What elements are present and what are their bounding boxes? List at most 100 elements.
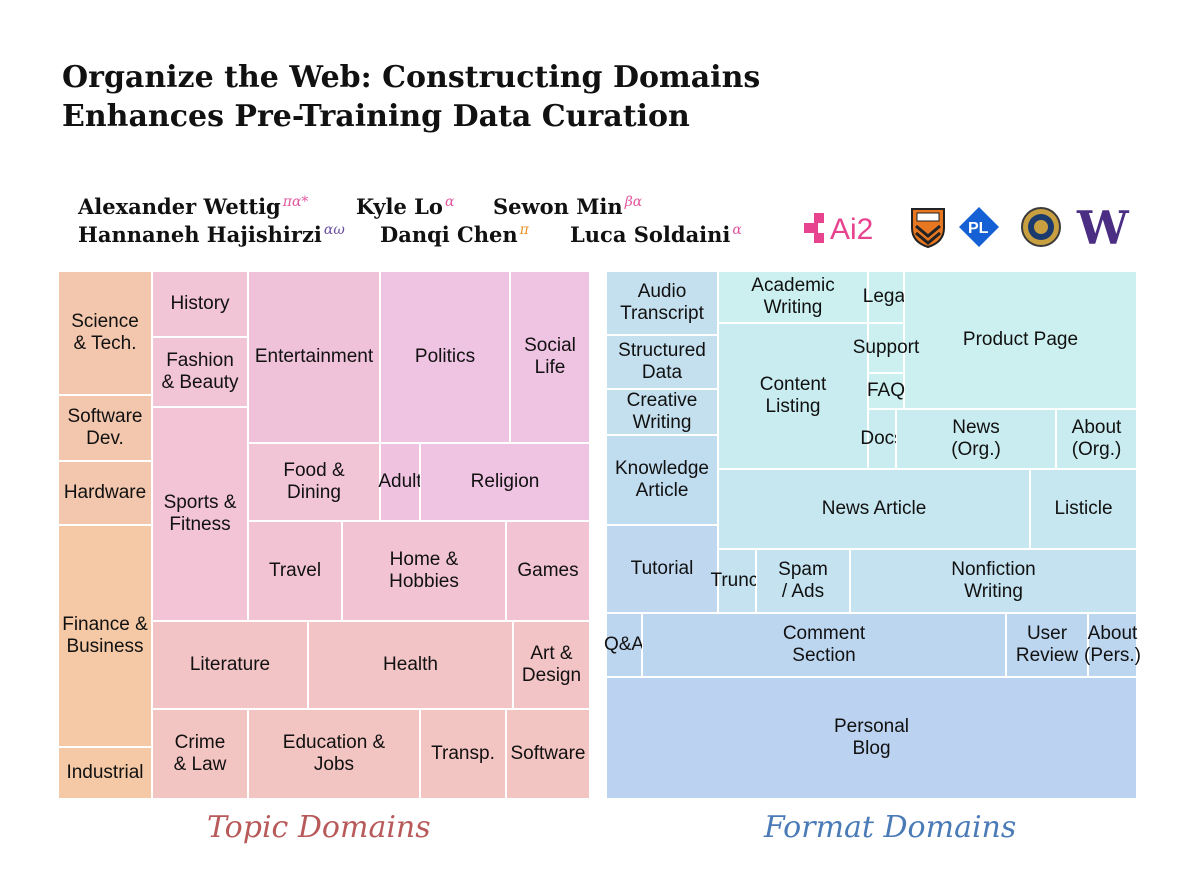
author-affiliation: π — [519, 222, 529, 238]
cell-label: Trunc. — [710, 570, 764, 591]
format-cell: News Article — [718, 469, 1030, 549]
cell-label: Support — [852, 337, 920, 358]
topic-cell: Science & Tech. — [58, 271, 152, 395]
topic-cell: Home & Hobbies — [342, 521, 506, 621]
cell-label: Sports & Fitness — [163, 492, 237, 535]
cell-label: Knowledge Article — [614, 458, 710, 501]
cell-label: Personal Blog — [834, 716, 909, 759]
topic-cell: Industrial — [58, 747, 152, 799]
topic-cell: Literature — [152, 621, 308, 709]
author-affiliation: α — [732, 222, 742, 238]
format-cell: Trunc. — [710, 549, 764, 613]
ai2-logo: Ai2 — [800, 210, 892, 251]
princeton-shield-logo — [910, 206, 946, 253]
format-cell: Spam / Ads — [756, 549, 850, 613]
paper-title-line-2: Enhances Pre-Training Data Curation — [62, 99, 690, 134]
topic-cell: Religion — [420, 443, 590, 521]
cell-label: Social Life — [524, 335, 576, 378]
author-1: Alexander Wettig πα* — [78, 194, 308, 219]
format-cell: Docs — [860, 409, 904, 469]
cell-label: Creative Writing — [626, 390, 698, 433]
cell-label: About (Pers.) — [1084, 623, 1141, 666]
author-6: Luca Soldaini α — [570, 222, 742, 247]
cell-label: Listicle — [1054, 498, 1113, 519]
format-cell: Legal — [863, 271, 909, 323]
author-5: Danqi Chen π — [380, 222, 529, 247]
svg-text:PL: PL — [968, 220, 989, 237]
topic-domains-treemap: Science & Tech. Software Dev. Hardware F… — [58, 271, 590, 799]
format-cell: About (Org.) — [1056, 409, 1137, 469]
topic-cell: Sports & Fitness — [152, 407, 248, 621]
cell-label: Science & Tech. — [71, 311, 139, 354]
topic-cell: History — [152, 271, 248, 337]
cell-label: News Article — [821, 498, 927, 519]
author-affiliation: αω — [323, 222, 345, 238]
topic-cell: Art & Design — [513, 621, 590, 709]
topic-cell: Social Life — [510, 271, 590, 443]
format-cell: Content Listing — [718, 323, 868, 469]
topic-cell: Games — [506, 521, 590, 621]
cell-label: About (Org.) — [1071, 417, 1122, 460]
cell-label: Nonfiction Writing — [951, 559, 1036, 602]
cell-label: Adult — [378, 471, 422, 492]
cell-label: Product Page — [962, 329, 1079, 350]
cell-label: Q&A — [603, 634, 645, 655]
cell-label: Religion — [470, 471, 540, 492]
cell-label: Audio Transcript — [620, 281, 704, 324]
cell-label: Software — [510, 743, 586, 764]
topic-cell: Transp. — [420, 709, 506, 799]
format-cell: Product Page — [904, 271, 1137, 409]
format-cell: Knowledge Article — [606, 435, 718, 525]
topic-cell: Software Dev. — [58, 395, 152, 461]
topic-domains-caption: Topic Domains — [207, 810, 431, 845]
format-domains-caption: Format Domains — [764, 810, 1017, 845]
cell-label: Tutorial — [630, 558, 694, 579]
cell-label: Comment Section — [782, 623, 866, 666]
cell-label: Politics — [414, 346, 476, 367]
author-name: Sewon Min — [493, 194, 623, 219]
cell-label: Literature — [189, 654, 271, 675]
format-cell: Academic Writing — [718, 271, 868, 323]
topic-cell: Health — [308, 621, 513, 709]
cell-label: Education & Jobs — [282, 732, 386, 775]
cell-label: Industrial — [66, 762, 144, 783]
format-cell: Q&A — [603, 613, 645, 677]
cell-label: Docs — [860, 428, 904, 449]
format-cell: FAQ — [867, 373, 906, 409]
cell-label: Crime & Law — [173, 732, 227, 775]
cell-label: Spam / Ads — [778, 559, 828, 602]
topic-cell: Entertainment — [248, 271, 380, 443]
cell-label: FAQ — [867, 380, 906, 401]
cell-label: Health — [383, 654, 438, 675]
format-cell: User Review — [1006, 613, 1088, 677]
format-cell: Listicle — [1030, 469, 1137, 549]
format-cell: Personal Blog — [606, 677, 1137, 799]
author-name: Danqi Chen — [380, 222, 518, 247]
cell-label: History — [170, 293, 230, 314]
author-name: Hannaneh Hajishirzi — [78, 222, 322, 247]
author-2: Kyle Lo α — [356, 194, 454, 219]
topic-cell: Software — [506, 709, 590, 799]
pli-logo: PL — [958, 206, 1000, 253]
author-3: Sewon Min βα — [493, 194, 642, 219]
paper-title-line-1: Organize the Web: Constructing Domains — [62, 60, 761, 95]
cell-label: Art & Design — [521, 643, 582, 686]
institution-logos: Ai2 PL W — [800, 201, 1140, 255]
cell-label: Transp. — [431, 743, 495, 764]
author-name: Luca Soldaini — [570, 222, 731, 247]
format-cell: Comment Section — [642, 613, 1006, 677]
author-name: Kyle Lo — [356, 194, 443, 219]
cell-label: Entertainment — [254, 346, 374, 367]
cell-label: News (Org.) — [951, 417, 1001, 460]
author-name: Alexander Wettig — [78, 194, 281, 219]
format-cell: Audio Transcript — [606, 271, 718, 335]
author-affiliation: α — [444, 194, 455, 210]
cell-label: Legal — [862, 286, 910, 307]
cell-label: Fashion & Beauty — [161, 350, 239, 393]
cell-label: Software Dev. — [67, 406, 143, 449]
format-cell: Structured Data — [606, 335, 718, 389]
topic-cell: Hardware — [58, 461, 152, 525]
cell-label: Home & Hobbies — [389, 549, 459, 592]
topic-cell: Food & Dining — [248, 443, 380, 521]
topic-cell: Finance & Business — [58, 525, 152, 747]
